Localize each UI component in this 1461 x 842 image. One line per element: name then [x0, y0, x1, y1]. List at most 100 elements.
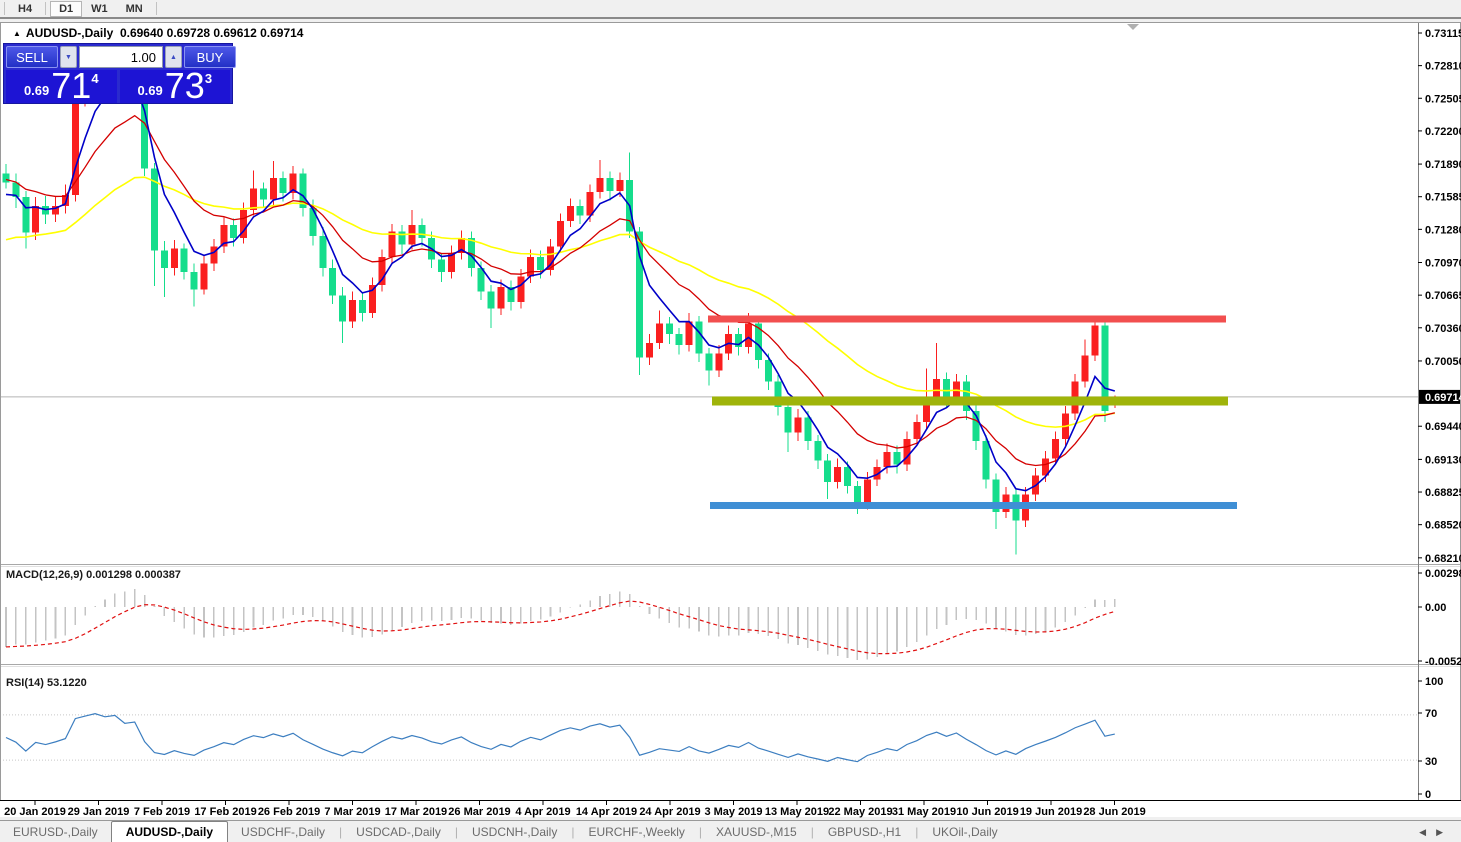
price-tick-label: 0.70665: [1425, 290, 1461, 302]
chevron-up-icon: ▲: [170, 53, 177, 61]
date-tick-label: 3 May 2019: [704, 806, 762, 818]
price-tick-label: 0.72200: [1425, 126, 1461, 138]
autoscroll-icon[interactable]: [1127, 24, 1139, 30]
price-tick-label: 0.72810: [1425, 61, 1461, 73]
ma-mid-line: [5, 114, 1115, 467]
date-tick-label: 10 Jun 2019: [956, 806, 1018, 818]
tab-ukoil-daily[interactable]: UKOil-,Daily: [932, 825, 998, 839]
timeframe-button-mn[interactable]: MN: [125, 2, 143, 15]
rsi-indicator-label: RSI(14) 53.1220: [6, 677, 87, 689]
tab-eurusd-daily[interactable]: EURUSD-,Daily: [13, 825, 98, 839]
collapse-arrow-icon[interactable]: ▲: [13, 29, 21, 38]
price-tick-label: 0.71280: [1425, 224, 1461, 236]
price-tick-label: 0.70050: [1425, 356, 1461, 368]
tab-scroll-arrows[interactable]: ◀▶: [1419, 827, 1453, 838]
date-tick-label: 26 Mar 2019: [448, 806, 510, 818]
svg-text:0.69714: 0.69714: [1425, 392, 1461, 404]
tab-usdcad-daily[interactable]: USDCAD-,Daily: [356, 825, 441, 839]
date-tick-label: 26 Feb 2019: [258, 806, 320, 818]
buy-price-prefix: 0.69: [137, 83, 163, 98]
sell-button[interactable]: SELL: [6, 46, 58, 68]
date-tick-label: 22 May 2019: [828, 806, 892, 818]
macd-axis-tick-label: -0.005256: [1425, 656, 1461, 668]
tab-separator: |: [810, 825, 814, 839]
toolbar-separator: [4, 2, 5, 15]
date-tick-label: 19 Jun 2019: [1020, 806, 1082, 818]
date-tick-label: 31 May 2019: [892, 806, 956, 818]
rsi-line: [5, 713, 1115, 763]
price-tick-label: 0.73115: [1425, 28, 1461, 40]
price-tick-label: 0.72505: [1425, 93, 1461, 105]
date-tick-label: 14 Apr 2019: [576, 806, 637, 818]
tab-xauusd-m15[interactable]: XAUUSD-,M15: [716, 825, 797, 839]
price-tick-label: 0.68520: [1425, 520, 1461, 532]
date-tick-label: 24 Apr 2019: [639, 806, 700, 818]
price-axis[interactable]: 0.73115 0.72810 0.72505 0.72200 0.71890 0.715…: [1418, 28, 1461, 565]
sell-price-big: 71: [51, 65, 92, 107]
toolbar-separator: [155, 2, 157, 15]
tab-separator: |: [915, 825, 919, 839]
timeframe-button-d1[interactable]: D1: [50, 0, 83, 17]
tab-scroll-left-icon[interactable]: ◀: [1419, 827, 1437, 837]
tab-separator: |: [698, 825, 703, 839]
tab-gbpusd-h1[interactable]: GBPUSD-,H1: [827, 825, 902, 839]
date-tick-label: 4 Apr 2019: [515, 806, 570, 818]
buy-button[interactable]: BUY: [184, 46, 236, 68]
tab-separator: |: [454, 825, 458, 839]
sell-price-display[interactable]: 0.69 71 4: [6, 65, 117, 107]
one-click-trading-panel: SELL ▼ ▲ BUY 0.69 71 4 0.69 73 3: [3, 43, 236, 107]
tab-separator: |: [339, 825, 343, 839]
tab-usdchf-daily[interactable]: USDCHF-,Daily: [241, 825, 326, 839]
current-price-label: 0.69714: [1419, 389, 1461, 404]
date-tick-label: 28 Jun 2019: [1083, 806, 1145, 818]
timeframe-button-w1[interactable]: W1: [91, 2, 108, 15]
rsi-axis-tick-label: 70: [1425, 708, 1437, 720]
ma-slow-line: [5, 176, 1115, 428]
macd-axis: 0.002984 0.00 -0.005256: [1418, 568, 1461, 668]
date-tick-label: 17 Mar 2019: [385, 806, 447, 818]
price-tick-label: 0.70970: [1425, 258, 1461, 270]
price-tick-label: 0.68210: [1425, 553, 1461, 565]
macd-main-value: 0.001298: [86, 569, 132, 581]
timeframe-toolbar: H4 D1 W1 MN: [0, 0, 1461, 19]
rsi-axis-tick-label: 0: [1425, 789, 1431, 801]
date-tick-label: 13 May 2019: [765, 806, 829, 818]
macd-axis-tick-label: 0.002984: [1425, 568, 1461, 580]
date-tick-label: 17 Feb 2019: [194, 806, 256, 818]
macd-signal-value: 0.000387: [135, 569, 181, 581]
price-tick-label: 0.71890: [1425, 159, 1461, 171]
chart-tabs-bar: EURUSD-,Daily AUDUSD-,Daily USDCHF-,Daily |…: [0, 820, 1461, 842]
volume-input[interactable]: [79, 46, 163, 68]
date-tick-label: 7 Feb 2019: [134, 806, 190, 818]
volume-decrease-button[interactable]: ▼: [60, 46, 77, 68]
macd-indicator-label: MACD(12,26,9) 0.001298 0.000387: [6, 569, 181, 581]
rsi-axis-tick-label: 100: [1425, 676, 1443, 688]
tab-usdcnh-daily[interactable]: USDCNH-,Daily: [471, 825, 558, 839]
tab-separator: |: [571, 825, 575, 839]
chart-ohlc-values: 0.69640 0.69728 0.69612 0.69714: [119, 26, 304, 40]
macd-name: MACD(12,26,9): [6, 569, 84, 581]
sell-price-pip: 4: [91, 71, 99, 86]
chart-symbol-label: AUDUSD-,Daily: [25, 26, 114, 40]
buy-price-display[interactable]: 0.69 73 3: [119, 68, 230, 104]
chevron-down-icon: ▼: [65, 53, 72, 61]
sell-price-prefix: 0.69: [23, 83, 50, 98]
date-tick-label: 29 Jan 2019: [68, 806, 130, 818]
chart-plot-surface[interactable]: [0, 22, 1418, 563]
toolbar-separator: [45, 2, 47, 15]
macd-axis-tick-label: 0.00: [1425, 602, 1446, 614]
tab-eurchf-weekly[interactable]: EURCHF-,Weekly: [588, 825, 685, 839]
ma-fast-line: [5, 81, 1116, 492]
rsi-axis: 100 70 30 0: [1418, 676, 1443, 801]
timeframe-button-h4[interactable]: H4: [18, 2, 33, 15]
tab-audusd-daily[interactable]: AUDUSD-,Daily: [110, 821, 229, 842]
date-tick-label: 20 Jan 2019: [4, 806, 66, 818]
tab-scroll-right-icon[interactable]: ▶: [1436, 827, 1453, 837]
macd-histogram: [5, 589, 1116, 660]
macd-signal-line: [5, 600, 1115, 655]
volume-increase-button[interactable]: ▲: [165, 46, 182, 68]
price-tick-label: 0.69440: [1425, 421, 1461, 433]
date-axis[interactable]: 20 Jan 2019 29 Jan 2019 7 Feb 2019 17 Feb 2…: [4, 801, 1146, 818]
chart-title: ▲ AUDUSD-,Daily 0.69640 0.69728 0.69612 0…: [13, 26, 303, 40]
